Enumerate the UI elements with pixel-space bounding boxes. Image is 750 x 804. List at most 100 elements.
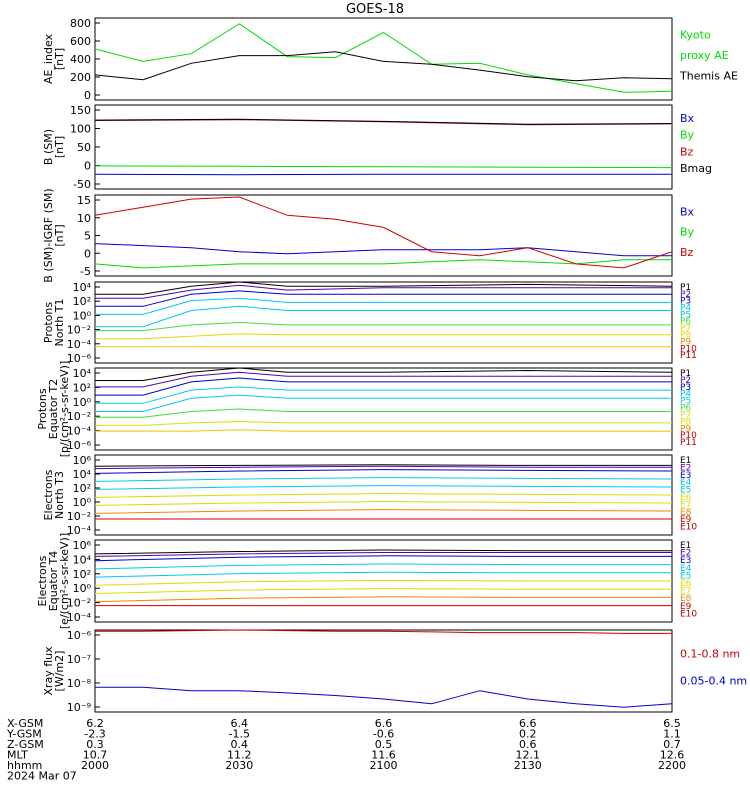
legend-entry: P11 xyxy=(680,438,697,448)
series-line-by xyxy=(95,166,672,168)
chart-title: GOES-18 xyxy=(346,2,404,17)
y-axis-label-line: North T3 xyxy=(53,471,66,519)
y-tick-label: 10⁶ xyxy=(73,539,92,552)
series-line-p5 xyxy=(95,395,672,411)
y-axis-label-line: [p/(cm²-s-sr-keV)] xyxy=(58,361,71,458)
series-line-e7 xyxy=(95,502,672,506)
y-tick-label: 15 xyxy=(77,194,91,207)
legend-entry: P11 xyxy=(680,351,697,361)
y-tick-label: 150 xyxy=(70,104,91,117)
y-axis-label-line: North T1 xyxy=(53,299,66,347)
y-tick-label: 10² xyxy=(73,568,91,581)
y-tick-label: 10⁻² xyxy=(67,324,91,337)
y-tick-label: 10⁰ xyxy=(73,582,92,595)
y-axis-label-line: [nT] xyxy=(53,48,66,70)
series-line-bz xyxy=(95,197,672,268)
series-line-e1 xyxy=(95,550,672,554)
legend-entry: E10 xyxy=(680,523,697,533)
y-tick-label: 0 xyxy=(84,89,91,102)
footer-value: 2100 xyxy=(370,759,398,772)
legend-entry: Bz xyxy=(680,246,694,259)
y-tick-label: 400 xyxy=(70,53,91,66)
series-line-e6 xyxy=(95,580,672,585)
y-tick-label: 200 xyxy=(70,71,91,84)
y-tick-label: 10⁰ xyxy=(73,396,92,409)
y-tick-label: 800 xyxy=(70,17,91,30)
panel-frame xyxy=(95,18,672,100)
legend-entry: By xyxy=(680,129,695,142)
series-line-e8 xyxy=(95,510,672,514)
series-line-e4 xyxy=(95,564,672,569)
legend-entry: proxy AE xyxy=(680,49,729,62)
legend-entry: 0.05-0.4 nm xyxy=(680,675,747,688)
footer-value: 2130 xyxy=(514,759,542,772)
y-tick-label: 0 xyxy=(84,160,91,173)
legend-entry: Bx xyxy=(680,205,695,218)
series-line-0-1-0-8-nm xyxy=(95,630,672,633)
panel-frame xyxy=(95,368,672,450)
series-line-themis-ae xyxy=(95,52,672,81)
y-tick-label: 10⁴ xyxy=(73,281,92,294)
legend-entry: Bx xyxy=(680,112,695,125)
y-tick-label: 10⁻⁴ xyxy=(67,338,92,351)
series-line-e5 xyxy=(95,572,672,577)
legend-entry: 0.1-0.8 nm xyxy=(680,647,740,660)
y-tick-label: 10⁴ xyxy=(73,367,92,380)
legend-entry: Themis AE xyxy=(679,70,738,83)
series-line-kyoto-proxy-ae xyxy=(95,24,672,93)
series-line-e7 xyxy=(95,589,672,594)
series-line-e4 xyxy=(95,478,672,482)
footer-value: 2030 xyxy=(225,759,253,772)
y-tick-label: 10 xyxy=(77,212,91,225)
y-tick-label: 10⁻⁶ xyxy=(67,629,92,642)
series-line-p6 xyxy=(95,409,672,417)
series-line-e5 xyxy=(95,486,672,490)
series-line-p4 xyxy=(95,298,672,314)
y-tick-label: 10⁰ xyxy=(73,496,92,509)
y-tick-label: 5 xyxy=(84,230,91,243)
series-line-by xyxy=(95,260,672,268)
legend-entry: By xyxy=(680,226,695,239)
series-line-e6 xyxy=(95,494,672,498)
y-tick-label: 100 xyxy=(70,123,91,136)
series-line-bmag xyxy=(95,119,672,124)
y-tick-label: 10⁰ xyxy=(73,309,92,322)
y-axis-label-line: [nT] xyxy=(53,136,66,158)
legend-entry: Bmag xyxy=(680,162,712,175)
series-line-e2 xyxy=(95,466,672,468)
y-tick-label: -5 xyxy=(80,265,91,278)
series-line-bx xyxy=(95,244,672,256)
series-line-p8 xyxy=(95,430,672,431)
y-tick-label: -50 xyxy=(73,178,91,191)
y-axis-label-line: [W/m2] xyxy=(53,651,66,692)
y-tick-label: 10⁴ xyxy=(73,468,92,481)
panel-frame xyxy=(95,630,672,712)
y-tick-label: 10⁻⁸ xyxy=(67,677,92,690)
y-tick-label: 600 xyxy=(70,35,91,48)
series-line-p3 xyxy=(95,291,672,306)
y-axis-label-line: [nT] xyxy=(53,224,66,246)
series-line-0-05-0-4-nm xyxy=(95,687,672,707)
legend-entry: Kyoto xyxy=(680,29,711,42)
y-tick-label: 0 xyxy=(84,247,91,260)
series-line-p5 xyxy=(95,306,672,326)
footer-value: 2000 xyxy=(81,759,109,772)
series-line-p7 xyxy=(95,334,672,339)
y-tick-label: 10² xyxy=(73,482,91,495)
series-line-e8 xyxy=(95,597,672,602)
y-axis-label-line: [e/(cm²-s-sr-keV)] xyxy=(58,533,71,629)
y-tick-label: 10² xyxy=(73,295,91,308)
legend-entry: E10 xyxy=(680,609,697,619)
footer-row-label: 2024 Mar 07 xyxy=(7,770,77,783)
y-tick-label: 10⁻² xyxy=(67,510,91,523)
legend-entry: Bz xyxy=(680,145,694,158)
